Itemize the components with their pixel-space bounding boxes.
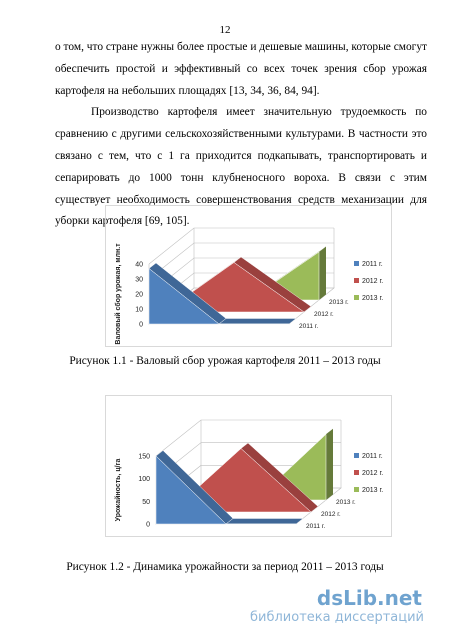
depth-label: 2013 г. <box>329 299 349 306</box>
legend-swatch <box>354 470 359 475</box>
depth-label: 2011 г. <box>306 523 325 530</box>
y-axis-label: Урожайность, ц/га <box>114 459 122 522</box>
legend-swatch <box>354 487 359 492</box>
depth-label: 2012 г. <box>321 511 341 518</box>
depth-label: 2013 г. <box>336 499 356 506</box>
area-side <box>326 428 333 500</box>
area-top <box>218 318 297 325</box>
area-side <box>319 246 326 300</box>
y-tick-label: 50 <box>142 499 150 506</box>
depth-label: 2011 г. <box>299 323 318 330</box>
y-tick-label: 30 <box>135 277 143 284</box>
watermark-logo: dsLib.net <box>316 586 422 610</box>
body-text: о том, что стране нужны более простые и … <box>55 37 427 233</box>
legend-label: 2013 г. <box>362 487 383 494</box>
area <box>155 455 296 525</box>
y-tick-label: 100 <box>138 476 150 483</box>
watermark-subtitle: библиотека диссертаций <box>250 610 424 625</box>
legend-swatch <box>354 278 359 283</box>
y-tick-label: 40 <box>135 262 143 269</box>
figure-caption: Рисунок 1.2 - Динамика урожайности за пе… <box>66 561 384 573</box>
page-number: 12 <box>219 24 231 36</box>
y-axis-label: Валовый сбор урожая, млн.т <box>114 243 122 345</box>
legend-label: 2012 г. <box>362 278 383 285</box>
depth-label: 2012 г. <box>314 311 334 318</box>
area-top <box>225 518 304 525</box>
paragraph: Производство картофеля имеет значительну… <box>55 106 427 228</box>
legend-label: 2011 г. <box>362 453 383 460</box>
paragraph: о том, что стране нужны более простые и … <box>55 41 427 97</box>
legend-swatch <box>354 453 359 458</box>
chart: 0 50 100 150 Урожайность, ц/га 2013 г. 2012 г.… <box>105 395 392 537</box>
y-tick-label: 20 <box>135 292 143 299</box>
legend-label: 2012 г. <box>362 470 383 477</box>
y-tick-label: 0 <box>146 522 150 529</box>
figure-caption: Рисунок 1.1 - Валовый сбор урожая картоф… <box>69 355 381 367</box>
legend-swatch <box>354 261 359 266</box>
y-tick-label: 0 <box>139 322 143 329</box>
chart: 0 10 20 30 40 Валовый сбор урожая, млн.т 2013 … <box>105 205 392 347</box>
legend-swatch <box>354 295 359 300</box>
y-tick-label: 150 <box>138 454 150 461</box>
legend-label: 2013 г. <box>362 295 383 302</box>
y-tick-label: 10 <box>135 307 143 314</box>
area <box>148 267 289 325</box>
legend-label: 2011 г. <box>362 261 383 268</box>
